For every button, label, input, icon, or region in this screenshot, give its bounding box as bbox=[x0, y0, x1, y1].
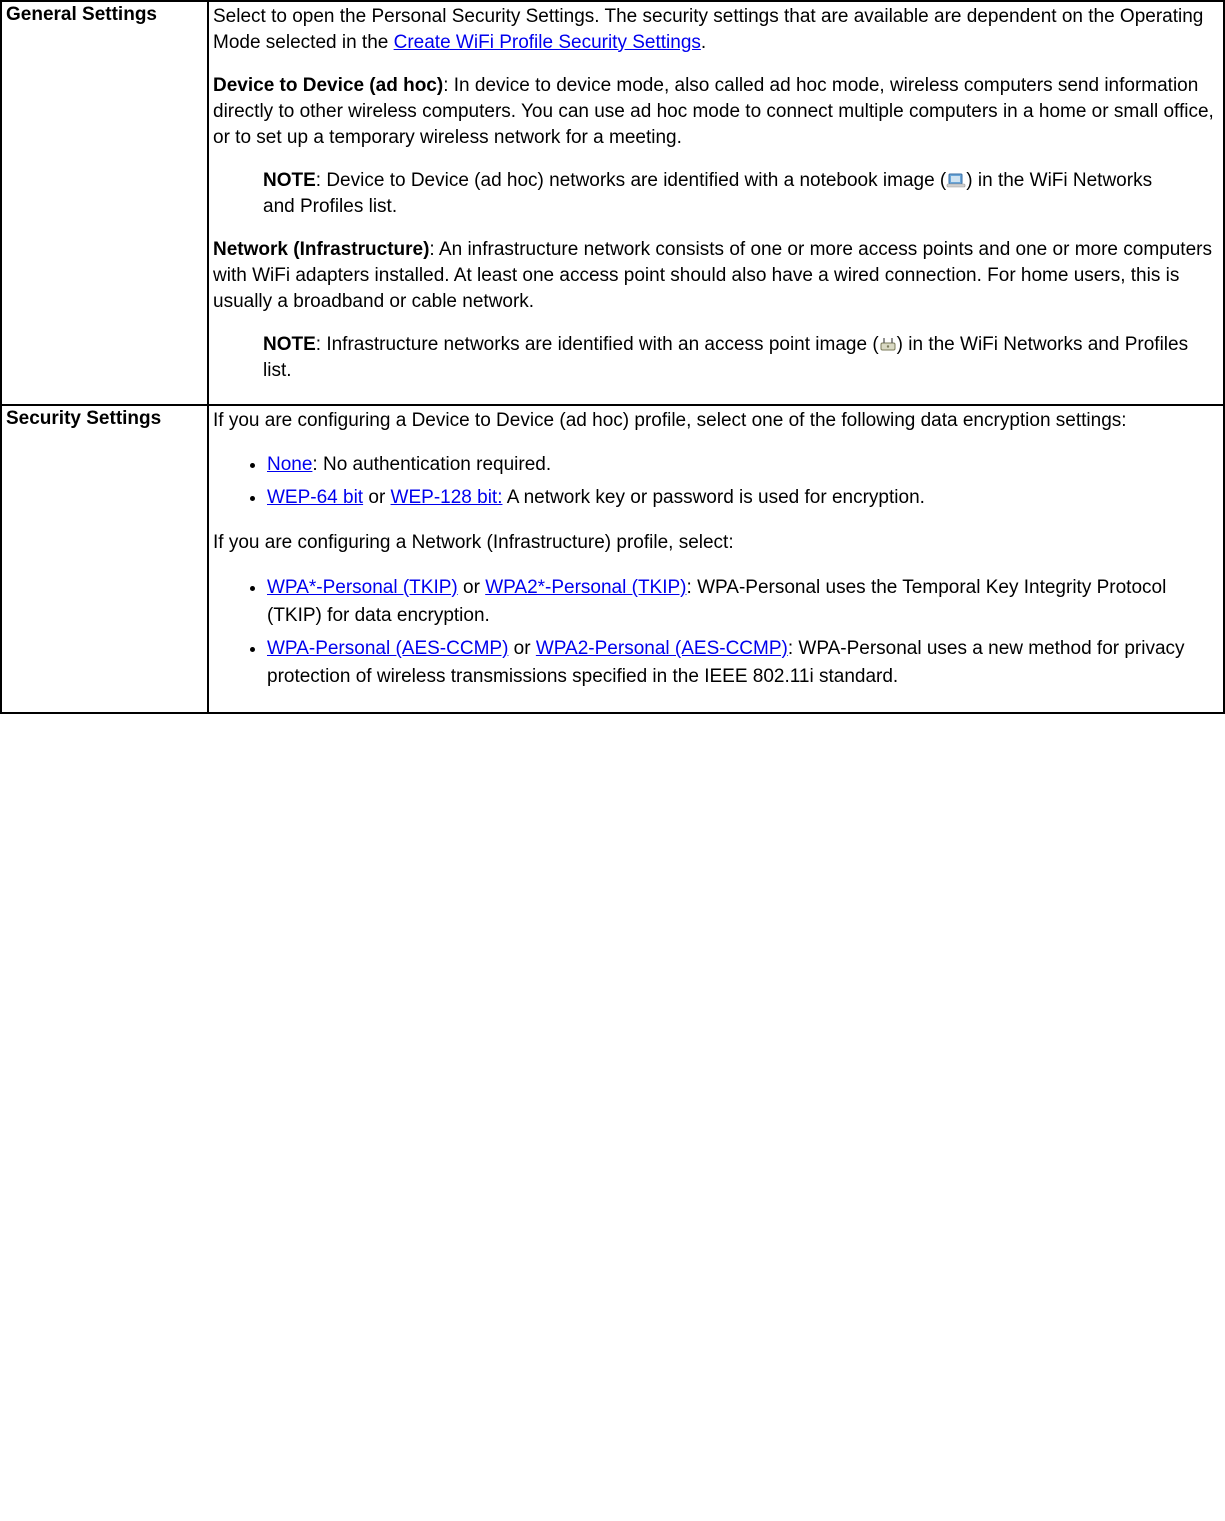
adhoc-note: NOTE: Device to Device (ad hoc) networks… bbox=[263, 168, 1219, 219]
access-point-icon bbox=[879, 336, 897, 354]
wpa-tkip-link[interactable]: WPA*-Personal (TKIP) bbox=[267, 577, 458, 598]
adhoc-heading: Device to Device (ad hoc) bbox=[213, 75, 443, 96]
infra-paragraph: Network (Infrastructure): An infrastruct… bbox=[213, 237, 1219, 314]
general-settings-label-cell: General Settings bbox=[1, 1, 208, 405]
adhoc-paragraph: Device to Device (ad hoc): In device to … bbox=[213, 73, 1219, 150]
row-general-settings: General Settings Select to open the Pers… bbox=[1, 1, 1224, 405]
intro-text-after: . bbox=[701, 32, 706, 53]
wpa2-aes-link[interactable]: WPA2-Personal (AES-CCMP) bbox=[536, 638, 788, 659]
wpa-aes-link[interactable]: WPA-Personal (AES-CCMP) bbox=[267, 638, 508, 659]
wpa2-tkip-link[interactable]: WPA2*-Personal (TKIP) bbox=[485, 577, 686, 598]
infra-security-list: WPA*-Personal (TKIP) or WPA2*-Personal (… bbox=[243, 574, 1219, 692]
wep-64-link[interactable]: WEP-64 bit bbox=[267, 487, 363, 508]
list-item: None: No authentication required. bbox=[267, 451, 1219, 480]
general-settings-content-cell: Select to open the Personal Security Set… bbox=[208, 1, 1224, 405]
wep-or: or bbox=[363, 487, 390, 508]
wep-body: A network key or password is used for en… bbox=[502, 487, 924, 508]
infra-security-intro: If you are configuring a Network (Infras… bbox=[213, 530, 1219, 556]
security-settings-content-cell: If you are configuring a Device to Devic… bbox=[208, 405, 1224, 713]
settings-table: General Settings Select to open the Pers… bbox=[0, 0, 1225, 714]
create-wifi-profile-link[interactable]: Create WiFi Profile Security Settings bbox=[394, 32, 701, 53]
infra-note-label: NOTE bbox=[263, 334, 316, 355]
infra-note-before-icon: : Infrastructure networks are identified… bbox=[316, 334, 879, 355]
infra-note: NOTE: Infrastructure networks are identi… bbox=[263, 332, 1219, 383]
infra-heading: Network (Infrastructure) bbox=[213, 239, 429, 260]
security-settings-label-cell: Security Settings bbox=[1, 405, 208, 713]
adhoc-security-list: None: No authentication required. WEP-64… bbox=[243, 451, 1219, 512]
adhoc-security-intro: If you are configuring a Device to Devic… bbox=[213, 408, 1219, 434]
none-link[interactable]: None bbox=[267, 454, 312, 475]
general-settings-label: General Settings bbox=[6, 4, 157, 25]
list-item: WPA-Personal (AES-CCMP) or WPA2-Personal… bbox=[267, 635, 1219, 692]
row-security-settings: Security Settings If you are configuring… bbox=[1, 405, 1224, 713]
notebook-icon bbox=[946, 171, 966, 191]
intro-text-before: Select to open the Personal Security Set… bbox=[213, 6, 1203, 53]
adhoc-note-before-icon: : Device to Device (ad hoc) networks are… bbox=[316, 170, 946, 191]
wep-128-link[interactable]: WEP-128 bit: bbox=[391, 487, 503, 508]
list-item: WEP-64 bit or WEP-128 bit: A network key… bbox=[267, 484, 1219, 513]
aes-or: or bbox=[508, 638, 535, 659]
adhoc-note-label: NOTE bbox=[263, 170, 316, 191]
tkip-or: or bbox=[458, 577, 485, 598]
none-body: : No authentication required. bbox=[312, 454, 551, 475]
list-item: WPA*-Personal (TKIP) or WPA2*-Personal (… bbox=[267, 574, 1219, 631]
general-settings-intro: Select to open the Personal Security Set… bbox=[213, 4, 1219, 55]
security-settings-label: Security Settings bbox=[6, 408, 161, 429]
